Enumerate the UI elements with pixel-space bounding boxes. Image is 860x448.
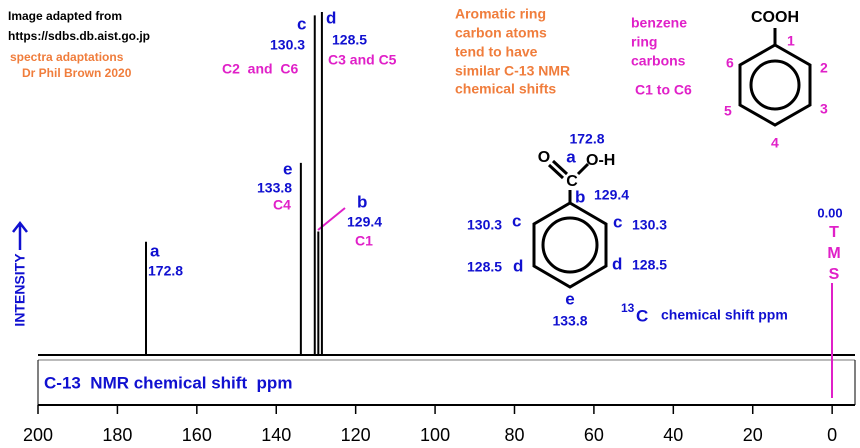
peak-carbon: C2 and C6 (222, 61, 298, 77)
peak-letter: a (150, 241, 160, 260)
x-tick-label: 60 (584, 425, 604, 445)
atom-label: O-H (586, 152, 615, 169)
note-text: similar C-13 NMR (455, 63, 570, 79)
peak-shift: 172.8 (148, 263, 183, 279)
labelled-structure (532, 159, 608, 289)
peak-letter: c (297, 14, 306, 33)
note-text: carbon atoms (455, 25, 547, 41)
shift-note: chemical shift ppm (661, 307, 788, 323)
x-tick-label: 140 (261, 425, 291, 445)
structure-label: d (612, 254, 622, 273)
x-tick-label: 160 (182, 425, 212, 445)
peak-letter: e (283, 159, 292, 178)
structure-label: d (513, 256, 523, 275)
atom-label: O (538, 149, 550, 166)
source-text: Image adapted from (8, 9, 122, 23)
x-tick-label: 0 (827, 425, 837, 445)
structure-label: b (575, 187, 585, 206)
numbered-structure (738, 28, 812, 127)
structure-label: c (512, 211, 521, 230)
position-number: 6 (726, 55, 734, 71)
peak-shift: 128.5 (332, 32, 367, 48)
structure-label: 130.3 (467, 217, 502, 233)
structure-label: 130.3 (632, 217, 667, 233)
x-tick-label: 120 (341, 425, 371, 445)
note-text: Aromatic ring (455, 6, 546, 22)
x-tick-label: 80 (504, 425, 524, 445)
x-tick-label: 20 (743, 425, 763, 445)
position-number: 1 (787, 33, 795, 49)
group-label: COOH (751, 9, 799, 26)
x-axis-title: C-13 NMR chemical shift ppm (44, 373, 292, 392)
benzene-note: C1 to C6 (635, 82, 692, 98)
peak-carbon: C3 and C5 (328, 52, 397, 68)
credit-text: Dr Phil Brown 2020 (22, 66, 132, 80)
structure-label: c (613, 212, 622, 231)
x-tick-label: 200 (23, 425, 53, 445)
peak-shift: 129.4 (347, 214, 382, 230)
x-tick-label: 180 (102, 425, 132, 445)
structure-label: 172.8 (569, 131, 604, 147)
benzene-note: ring (631, 34, 657, 50)
peak-shift: 130.3 (270, 37, 305, 53)
intensity-arrow (12, 220, 28, 250)
source-text: https://sdbs.db.aist.go.jp (8, 29, 150, 43)
tms-shift: 0.00 (817, 205, 842, 220)
benzene-note: benzene (631, 15, 687, 31)
peak-letter: b (357, 192, 367, 211)
x-tick-label: 40 (663, 425, 683, 445)
credit-text: spectra adaptations (10, 50, 124, 64)
structure-label: 129.4 (594, 187, 629, 203)
tms-letter: M (827, 245, 840, 262)
tms-letter: T (829, 224, 839, 241)
peak-letter: d (326, 8, 336, 27)
structure-label: a (566, 147, 576, 166)
position-number: 4 (771, 135, 779, 151)
position-number: 2 (820, 60, 828, 76)
x-tick-label: 100 (420, 425, 450, 445)
benzene-note: carbons (631, 53, 686, 69)
note-text: chemical shifts (455, 81, 556, 97)
position-number: 5 (724, 103, 732, 119)
element-label: C (636, 306, 648, 325)
structure-label: e (565, 289, 574, 308)
position-number: 3 (820, 101, 828, 117)
structure-label: 128.5 (467, 259, 502, 275)
isotope-label: 13 (621, 301, 635, 315)
structure-label: 128.5 (632, 257, 667, 273)
atom-label: C (566, 173, 578, 190)
note-text: tend to have (455, 44, 538, 60)
peak-carbon: C4 (273, 197, 291, 213)
tms-letter: S (829, 266, 840, 283)
peak-shift: 133.8 (257, 180, 292, 196)
y-axis-title: INTENSITY (12, 253, 28, 327)
structure-label: 133.8 (552, 313, 587, 329)
peak-carbon: C1 (355, 233, 373, 249)
